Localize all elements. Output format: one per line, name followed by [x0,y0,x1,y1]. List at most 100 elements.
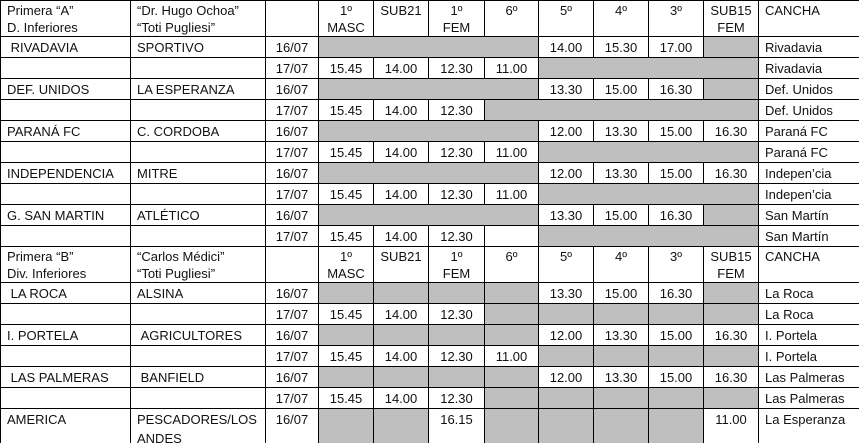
time-cell: 12.00 [538,324,594,346]
date-cell: 17/07 [265,387,319,409]
time-cell: 11.00 [484,345,539,367]
shaded-cell [373,366,429,388]
shaded-cell [593,345,649,367]
venue-cell: Indepen’cia [758,183,859,205]
match-row: 17/07 15.45 14.00 12.30 Def. Unidos [0,99,859,121]
venue-cell: I. Portela [758,324,859,346]
venue-cell: San Martín [758,204,859,226]
time-cell: 16.30 [648,204,704,226]
division-cell: Primera “A” D. Inferiores [0,0,131,37]
time-cell: 14.00 [373,225,429,247]
category-header-cell: 6º [484,0,539,37]
venue-cell: Def. Unidos [758,78,859,100]
category-label: SUB15 [710,249,752,264]
shaded-cell [593,387,649,409]
time-cell: 12.30 [428,225,485,247]
category-label: 4º [615,249,627,264]
shaded-cell [538,345,594,367]
time-cell: 14.00 [373,183,429,205]
date-cell: 16/07 [265,78,319,100]
category-label: 6º [505,249,518,264]
away-team-cell [130,141,266,163]
category-label: SUB21 [380,3,422,18]
tournament-subtitle: “Toti Pugliesi” [137,19,262,36]
shaded-cell [703,204,759,226]
time-cell: 16.30 [648,78,704,100]
shaded-cell [373,408,429,443]
away-team-cell: SPORTIVO [130,36,266,58]
shaded-cell [703,36,759,58]
venue-cell: Paraná FC [758,141,859,163]
time-cell: 14.00 [373,141,429,163]
category-label: 4º [615,3,627,18]
match-row: RIVADAVIA SPORTIVO 16/07 14.00 15.30 17.00 Riv… [0,36,859,58]
shaded-cell [593,303,649,325]
match-row: LAS PALMERAS BANFIELD 16/07 12.00 13.30 15.0… [0,366,859,388]
category-header-cell: CANCHA [758,0,859,37]
time-cell: 13.30 [593,120,649,142]
shaded-cell [648,303,704,325]
time-cell: 15.00 [593,282,649,304]
match-row: I. PORTELA AGRICULTORES 16/07 12.00 13.30 15… [0,324,859,346]
shaded-cell [428,282,485,304]
date-cell: 16/07 [265,162,319,184]
tournament-subtitle-rest: Pugliesi” [161,20,216,35]
shaded-cell [318,204,539,226]
date-cell: 16/07 [265,366,319,388]
away-team-cell [130,345,266,367]
venue-cell: I. Portela [758,345,859,367]
shaded-cell [703,282,759,304]
shaded-cell [428,366,485,388]
shaded-cell [484,99,759,121]
date-header-cell [265,246,319,283]
time-cell: 14.00 [373,303,429,325]
shaded-cell [703,387,759,409]
venue-cell: Paraná FC [758,120,859,142]
away-team-cell [130,57,266,79]
category-header-cell: 4º [593,246,649,283]
category-header-cell: 1º MASC [318,0,374,37]
time-cell: 11.00 [484,57,539,79]
time-cell: 15.00 [648,120,704,142]
division-subtitle: D. Inferiores [7,20,78,35]
time-cell: 15.00 [648,324,704,346]
time-cell: 13.30 [538,78,594,100]
category-label: 3º [670,249,682,264]
shaded-cell [318,282,374,304]
section-header-row: Primera “B” Div. Inferiores “Carlos Médici… [0,246,859,283]
match-row: 17/07 15.45 14.00 12.30 San Martín [0,225,859,247]
category-label: SUB15 [710,3,752,18]
category-header-cell: SUB15 FEM [703,246,759,283]
time-cell: 11.00 [703,408,759,443]
shaded-cell [484,303,539,325]
home-team-cell: I. PORTELA [0,324,131,346]
home-team-cell: LAS PALMERAS [0,366,131,388]
away-team-cell: ATLÉTICO [130,204,266,226]
match-row: DEF. UNIDOS LA ESPERANZA 16/07 13.30 15.00 16… [0,78,859,100]
shaded-cell [538,141,759,163]
shaded-cell [538,408,594,443]
category-header-cell: 1º FEM [428,0,485,37]
time-cell: 15.00 [593,204,649,226]
shaded-cell [373,282,429,304]
shaded-cell [703,345,759,367]
shaded-cell [428,324,485,346]
category-sublabel: FEM [717,266,745,281]
time-cell: 13.30 [593,162,649,184]
time-cell: 12.30 [428,99,485,121]
shaded-cell [538,225,759,247]
venue-cell: Indepen’cia [758,162,859,184]
away-team-cell [130,183,266,205]
date-cell: 17/07 [265,225,319,247]
section-header-row: Primera “A” D. Inferiores “Dr. Hugo Ochoa”… [0,0,859,37]
match-row: 17/07 15.45 14.00 12.30 11.00 I. Portela [0,345,859,367]
date-cell: 16/07 [265,36,319,58]
category-header-cell: SUB21 [373,246,429,283]
home-team-cell [0,141,131,163]
time-cell: 15.45 [318,345,374,367]
time-cell: 12.00 [538,162,594,184]
category-sublabel: MASC [327,20,365,35]
time-cell: 14.00 [373,99,429,121]
time-cell: 15.45 [318,99,374,121]
